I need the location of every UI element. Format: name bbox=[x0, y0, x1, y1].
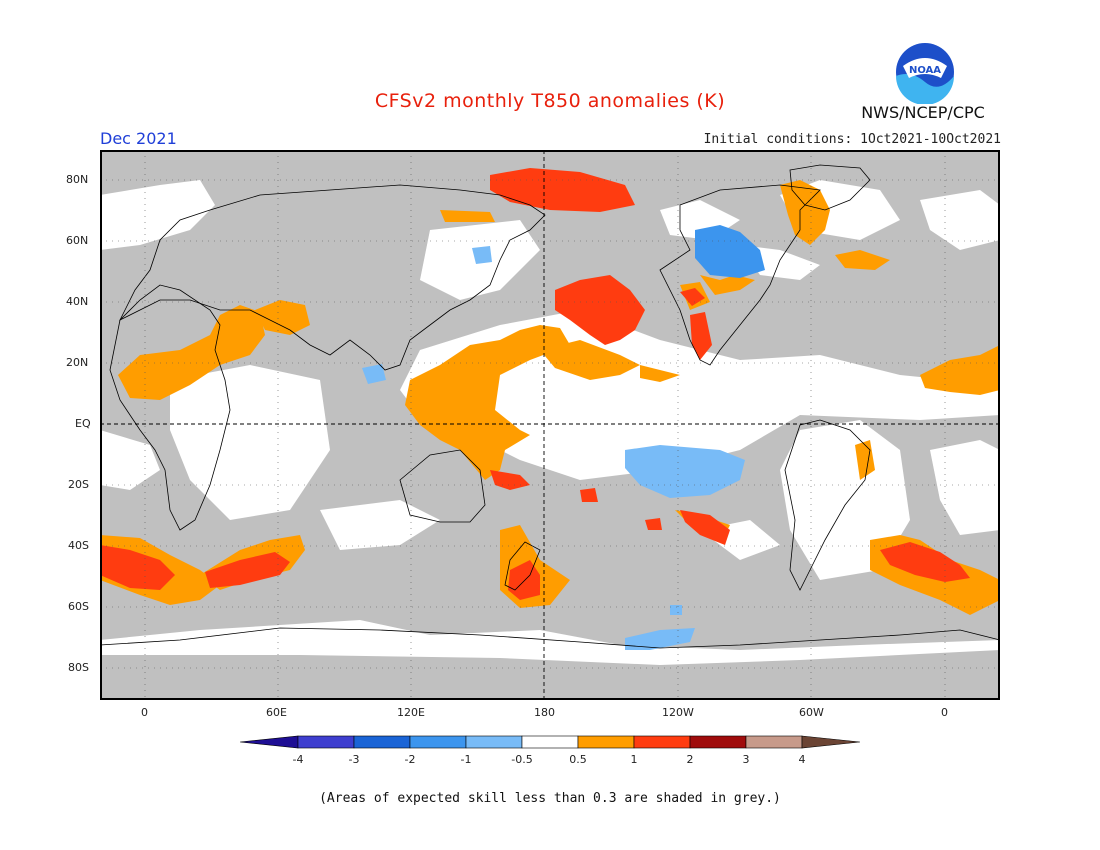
legend-swatch bbox=[633, 735, 691, 749]
strong-warm-anomaly-areas bbox=[100, 168, 970, 600]
lon-label: 180 bbox=[534, 706, 555, 719]
skill-note: (Areas of expected skill less than 0.3 a… bbox=[319, 791, 781, 806]
lat-label: 20S bbox=[68, 478, 89, 491]
logo-text: NOAA bbox=[909, 65, 941, 76]
legend-tick-label: -1 bbox=[461, 753, 472, 766]
cool-anomaly-areas bbox=[362, 246, 745, 650]
legend-tick-label: 0.5 bbox=[569, 753, 587, 766]
lon-label: 60E bbox=[266, 706, 287, 719]
legend-tick-label: 2 bbox=[687, 753, 694, 766]
legend-swatch bbox=[521, 735, 579, 749]
lon-label: 120W bbox=[662, 706, 694, 719]
legend-swatch bbox=[409, 735, 467, 749]
anomaly-map bbox=[99, 150, 1001, 704]
valid-month-label: Dec 2021 bbox=[100, 129, 177, 148]
legend-tick-label: -4 bbox=[293, 753, 304, 766]
graticule bbox=[100, 150, 1000, 700]
near-normal-areas bbox=[100, 180, 1000, 665]
legend-swatch bbox=[745, 735, 803, 749]
lon-label: 120E bbox=[397, 706, 425, 719]
legend-tick-label: -3 bbox=[349, 753, 360, 766]
legend-swatch bbox=[353, 735, 411, 749]
legend-arrow-low bbox=[239, 735, 299, 749]
strong-cool-anomaly-areas bbox=[695, 225, 765, 278]
lat-label: EQ bbox=[75, 417, 91, 430]
legend-tick-label: 4 bbox=[799, 753, 806, 766]
lat-label: 40S bbox=[68, 539, 89, 552]
lon-label: 60W bbox=[799, 706, 824, 719]
legend-arrow-high bbox=[801, 735, 861, 749]
legend-tick-label: -0.5 bbox=[511, 753, 532, 766]
map-title: CFSv2 monthly T850 anomalies (K) bbox=[374, 90, 726, 112]
lat-label: 80N bbox=[66, 173, 89, 186]
lat-label: 60S bbox=[68, 600, 89, 613]
map-frame bbox=[100, 150, 1000, 700]
lon-label: 0 bbox=[141, 706, 148, 719]
legend-tick-label: 1 bbox=[631, 753, 638, 766]
lat-label: 20N bbox=[66, 356, 89, 369]
legend-swatch bbox=[465, 735, 523, 749]
lat-label: 40N bbox=[66, 295, 89, 308]
color-legend: -4 -3 -2 -1 -0.5 0.5 1 2 3 4 bbox=[239, 733, 870, 777]
lat-label: 80S bbox=[68, 661, 89, 674]
legend-swatches bbox=[239, 735, 861, 749]
legend-tick-labels: -4 -3 -2 -1 -0.5 0.5 1 2 3 4 bbox=[293, 753, 806, 766]
noaa-logo-icon: NOAA bbox=[893, 40, 957, 108]
legend-swatch bbox=[297, 735, 355, 749]
initial-conditions-label: Initial conditions: 1Oct2021-10Oct2021 bbox=[703, 132, 1001, 147]
legend-tick-label: 3 bbox=[743, 753, 750, 766]
legend-swatch bbox=[689, 735, 747, 749]
legend-tick-label: -2 bbox=[405, 753, 416, 766]
lat-label: 60N bbox=[66, 234, 89, 247]
coastlines bbox=[99, 164, 1001, 649]
legend-swatch bbox=[577, 735, 635, 749]
agency-label: NWS/NCEP/CPC bbox=[861, 103, 985, 122]
lon-label: 0 bbox=[941, 706, 948, 719]
